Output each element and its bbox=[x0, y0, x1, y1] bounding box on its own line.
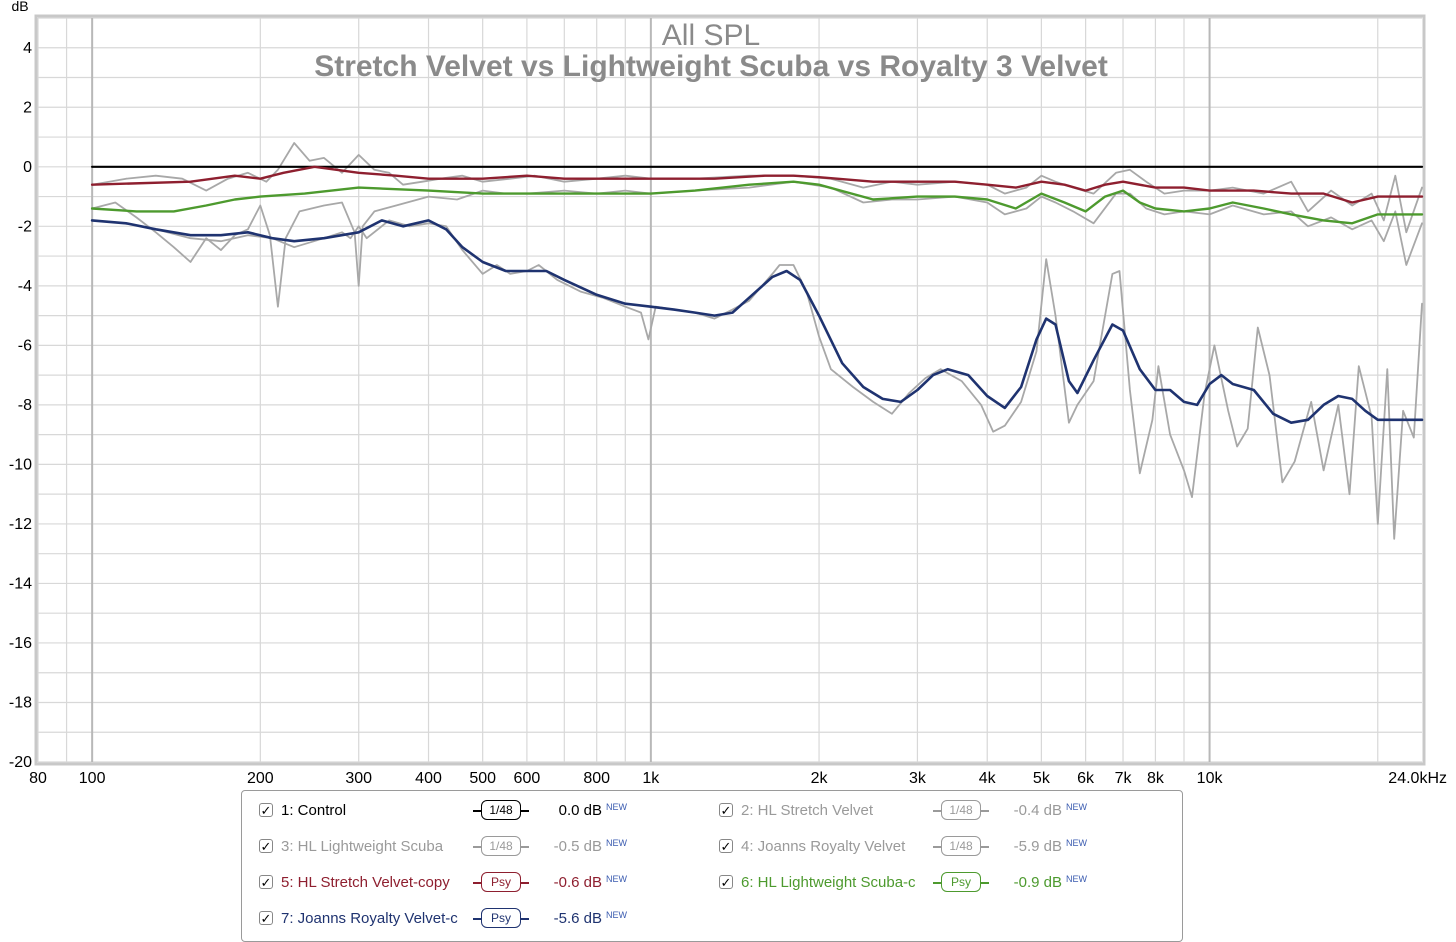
offset-value: -0.6 dB NEW bbox=[553, 873, 627, 891]
legend-label: 6: HL Lightweight Scuba-c bbox=[741, 873, 916, 891]
offset-value: -5.9 dB NEW bbox=[1013, 837, 1087, 855]
checkbox[interactable]: ✓ bbox=[719, 802, 733, 818]
legend-label: 2: HL Stretch Velvet bbox=[741, 801, 874, 819]
chart-subtitle: Stretch Velvet vs Lightweight Scuba vs R… bbox=[314, 50, 1108, 83]
checkbox[interactable]: ✓ bbox=[719, 874, 733, 890]
checkbox[interactable]: ✓ bbox=[259, 874, 273, 890]
new-badge: NEW bbox=[606, 873, 627, 884]
offset-value: 0.0 dB NEW bbox=[558, 801, 627, 819]
x-tick-label: 8k bbox=[1147, 770, 1165, 787]
smoothing-button[interactable]: Psy bbox=[473, 872, 529, 892]
y-tick-label: -18 bbox=[9, 694, 32, 711]
legend-item[interactable]: ✓ 1: Control 1/48 0.0 dB NEW bbox=[259, 795, 627, 825]
x-tick-label: 800 bbox=[583, 770, 610, 787]
x-tick-label: 3k bbox=[909, 770, 927, 787]
x-tick-label: 80 bbox=[29, 770, 47, 787]
smoothing-button[interactable]: 1/48 bbox=[473, 800, 529, 820]
plot-background bbox=[34, 14, 1426, 766]
checkbox[interactable]: ✓ bbox=[259, 910, 273, 926]
x-tick-label: 4k bbox=[979, 770, 997, 787]
checkbox[interactable]: ✓ bbox=[259, 838, 273, 854]
new-badge: NEW bbox=[606, 837, 627, 848]
y-tick-label: -2 bbox=[18, 218, 32, 235]
spl-chart: 4 2 0 -2 -4 -6 -8 -10 -12 -14 -16 -18 -20 80 100 200 30… bbox=[9, 0, 1447, 787]
legend-item[interactable]: ✓ 2: HL Stretch Velvet 1/48 -0.4 dB NEW bbox=[719, 795, 1087, 825]
new-badge: NEW bbox=[606, 801, 627, 812]
legend-item[interactable]: ✓ 5: HL Stretch Velvet-copy Psy -0.6 dB NEW bbox=[259, 867, 627, 897]
x-tick-label: 5k bbox=[1033, 770, 1051, 787]
y-axis-label: dB bbox=[11, 0, 28, 14]
offset-value: -0.9 dB NEW bbox=[1013, 873, 1087, 891]
new-badge: NEW bbox=[1066, 837, 1087, 848]
offset-value: -5.6 dB NEW bbox=[553, 909, 627, 927]
new-badge: NEW bbox=[1066, 801, 1087, 812]
series-line-7 bbox=[90, 219, 1424, 424]
x-tick-label: 10k bbox=[1197, 770, 1224, 787]
x-tick-label: 1k bbox=[642, 770, 660, 787]
y-tick-label: -4 bbox=[18, 278, 32, 295]
y-tick-labels: 4 2 0 -2 -4 -6 -8 -10 -12 -14 -16 -18 -20 bbox=[9, 40, 32, 771]
legend-item[interactable]: ✓ 6: HL Lightweight Scuba-c Psy -0.9 dB NEW bbox=[719, 867, 1087, 897]
y-tick-label: -16 bbox=[9, 635, 32, 652]
chart-title: All SPL bbox=[662, 19, 760, 52]
smoothing-button[interactable]: Psy bbox=[473, 908, 529, 928]
legend-label: 4: Joanns Royalty Velvet bbox=[741, 837, 906, 855]
x-tick-label: 7k bbox=[1115, 770, 1133, 787]
y-tick-label: 0 bbox=[23, 159, 32, 176]
y-tick-label: -8 bbox=[18, 397, 32, 414]
y-tick-label: -12 bbox=[9, 516, 32, 533]
legend-panel: ✓ 1: Control 1/48 0.0 dB NEW ✓ 2: HL Stretch V… bbox=[241, 790, 1183, 942]
series-lines bbox=[90, 142, 1424, 540]
y-tick-label: -14 bbox=[9, 575, 32, 592]
x-tick-label: 200 bbox=[247, 770, 274, 787]
series-line-6 bbox=[90, 180, 1424, 225]
legend-label: 1: Control bbox=[281, 801, 347, 819]
series-line-5 bbox=[90, 165, 1424, 204]
legend-label: 7: Joanns Royalty Velvet-c bbox=[281, 909, 458, 927]
x-tick-label: 600 bbox=[514, 770, 541, 787]
x-tick-label: 500 bbox=[469, 770, 496, 787]
checkbox[interactable]: ✓ bbox=[259, 802, 273, 818]
x-tick-label: 24.0kHz bbox=[1388, 770, 1447, 787]
x-tick-label: 300 bbox=[345, 770, 372, 787]
legend-label: 5: HL Stretch Velvet-copy bbox=[281, 873, 450, 891]
x-tick-labels: 80 100 200 300 400 500 600 800 1k 2k 3k 4k 5k 6k 7k 8k 1… bbox=[29, 770, 1447, 787]
series-line-4 bbox=[91, 219, 1423, 540]
legend-label: 3: HL Lightweight Scuba bbox=[281, 837, 444, 855]
smoothing-button[interactable]: Psy bbox=[933, 872, 989, 892]
smoothing-button[interactable]: 1/48 bbox=[933, 836, 989, 856]
y-tick-label: -10 bbox=[9, 456, 32, 473]
x-tick-label: 2k bbox=[811, 770, 829, 787]
new-badge: NEW bbox=[1066, 873, 1087, 884]
y-tick-label: -20 bbox=[9, 754, 32, 771]
offset-value: -0.4 dB NEW bbox=[1013, 801, 1087, 819]
smoothing-button[interactable]: 1/48 bbox=[933, 800, 989, 820]
new-badge: NEW bbox=[606, 909, 627, 920]
legend-item[interactable]: ✓ 7: Joanns Royalty Velvet-c Psy -5.6 dB NEW bbox=[259, 903, 627, 933]
x-tick-label: 6k bbox=[1077, 770, 1095, 787]
offset-value: -0.5 dB NEW bbox=[553, 837, 627, 855]
checkbox[interactable]: ✓ bbox=[719, 838, 733, 854]
x-tick-label: 400 bbox=[415, 770, 442, 787]
smoothing-button[interactable]: 1/48 bbox=[473, 836, 529, 856]
y-tick-label: -6 bbox=[18, 337, 32, 354]
legend-item[interactable]: ✓ 3: HL Lightweight Scuba 1/48 -0.5 dB NEW bbox=[259, 831, 627, 861]
x-tick-label: 100 bbox=[79, 770, 106, 787]
y-tick-label: 4 bbox=[23, 40, 32, 57]
grid bbox=[37, 17, 1422, 763]
y-tick-label: 2 bbox=[23, 99, 32, 116]
legend-item[interactable]: ✓ 4: Joanns Royalty Velvet 1/48 -5.9 dB NEW bbox=[719, 831, 1087, 861]
